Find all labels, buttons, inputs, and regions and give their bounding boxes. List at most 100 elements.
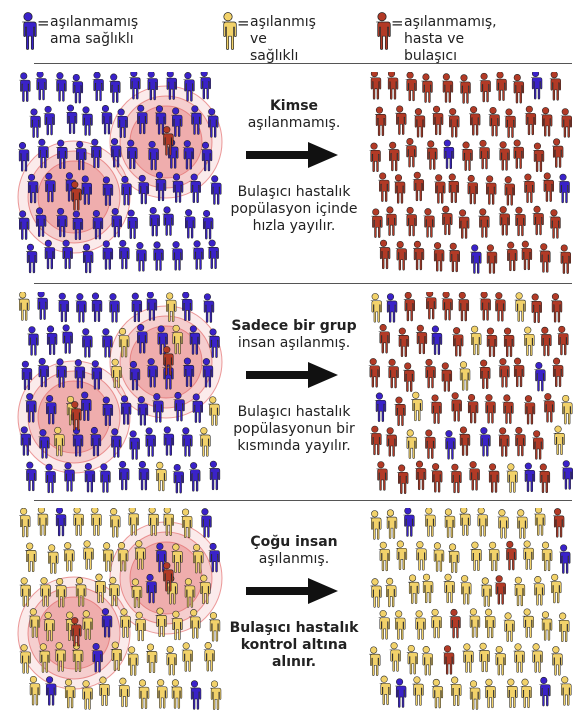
person-icon xyxy=(200,508,212,538)
scenario-heading-line: Kimse xyxy=(269,98,319,114)
person-icon xyxy=(19,577,31,607)
scenario-heading-line: insan aşılanmış. xyxy=(237,335,351,351)
person-icon xyxy=(80,175,92,205)
person-icon xyxy=(120,395,132,425)
person-icon xyxy=(110,358,122,389)
person-icon xyxy=(531,643,543,673)
person-icon xyxy=(378,172,390,202)
person-icon xyxy=(431,678,444,709)
person-icon xyxy=(118,460,130,491)
person-icon xyxy=(136,396,149,426)
person-icon xyxy=(39,577,51,607)
person-icon xyxy=(470,541,482,572)
person-icon xyxy=(127,508,139,536)
person-icon xyxy=(514,426,526,457)
person-icon xyxy=(460,575,472,605)
person-icon xyxy=(181,642,193,672)
person-icon xyxy=(561,394,573,425)
person-icon xyxy=(172,463,184,494)
person-icon xyxy=(479,292,491,321)
scenario-caption-line: alınır. xyxy=(271,654,317,670)
person-icon xyxy=(561,460,574,490)
person-icon xyxy=(450,463,462,494)
person-icon xyxy=(130,292,143,323)
person-icon xyxy=(444,430,456,460)
person-icon xyxy=(411,391,423,422)
person-icon xyxy=(102,542,114,572)
person-icon xyxy=(91,209,104,240)
person-icon xyxy=(498,427,510,457)
person-icon xyxy=(25,461,37,492)
sick-person-icon xyxy=(70,401,82,431)
scenario-heading: Kimse aşılanmamış. xyxy=(222,98,366,132)
person-icon xyxy=(441,292,453,321)
person-icon xyxy=(171,241,183,271)
person-icon xyxy=(415,324,428,355)
person-icon xyxy=(522,608,534,638)
person-icon xyxy=(35,72,47,101)
person-icon xyxy=(448,242,460,273)
person-icon xyxy=(110,641,123,672)
person-icon xyxy=(459,508,471,536)
divider-2 xyxy=(34,283,572,284)
person-icon xyxy=(432,105,444,136)
person-icon xyxy=(208,460,221,491)
person-icon xyxy=(520,678,532,709)
person-icon xyxy=(397,327,410,358)
person-icon xyxy=(385,206,397,236)
person-icon xyxy=(503,612,515,642)
person-icon xyxy=(443,508,456,538)
person-icon xyxy=(207,239,219,270)
person-icon xyxy=(137,174,149,205)
person-icon xyxy=(457,292,470,322)
person-icon xyxy=(540,326,552,357)
person-icon xyxy=(192,240,204,270)
person-icon xyxy=(145,292,158,321)
person-icon xyxy=(110,138,122,168)
scenario-caption-line: Bulaşıcı hastalık xyxy=(237,184,351,200)
person-icon xyxy=(82,243,94,274)
person-icon xyxy=(431,463,443,493)
person-icon xyxy=(506,463,518,493)
person-icon xyxy=(549,72,561,101)
person-icon xyxy=(189,173,201,204)
person-icon xyxy=(37,357,49,388)
person-icon xyxy=(91,642,103,673)
person-icon xyxy=(385,509,398,539)
person-icon xyxy=(369,646,381,676)
person-icon xyxy=(488,541,500,572)
person-icon xyxy=(534,361,546,392)
person-icon xyxy=(467,393,479,424)
person-icon xyxy=(441,205,453,236)
person-icon xyxy=(378,541,391,572)
person-icon xyxy=(513,576,526,607)
person-icon xyxy=(538,463,551,493)
person-icon xyxy=(560,108,572,138)
person-icon xyxy=(397,464,409,494)
person-icon xyxy=(533,576,545,606)
person-icon xyxy=(90,138,102,169)
person-icon xyxy=(19,426,32,456)
person-icon xyxy=(468,461,480,491)
person-icon xyxy=(136,324,148,354)
scenario-panel-3: Çoğu insan aşılanmış. Bulaşıcı hastalık kon… xyxy=(0,508,588,720)
person-icon xyxy=(478,642,490,673)
person-icon xyxy=(146,643,158,674)
person-icon xyxy=(37,138,49,169)
person-icon xyxy=(443,573,455,604)
person-icon xyxy=(155,171,167,202)
person-icon xyxy=(35,207,47,237)
person-icon xyxy=(101,608,113,638)
person-icon xyxy=(170,679,183,709)
person-icon xyxy=(63,462,75,492)
person-icon xyxy=(494,575,506,605)
person-icon xyxy=(101,396,114,427)
person-icon xyxy=(370,510,382,540)
person-icon xyxy=(374,392,387,422)
person-icon xyxy=(28,608,41,638)
legend-label: aşılanmamış ama sağlıklı xyxy=(50,14,139,47)
person-icon xyxy=(523,462,536,493)
person-icon xyxy=(118,327,130,358)
person-icon xyxy=(549,209,561,239)
person-icon xyxy=(137,460,150,491)
